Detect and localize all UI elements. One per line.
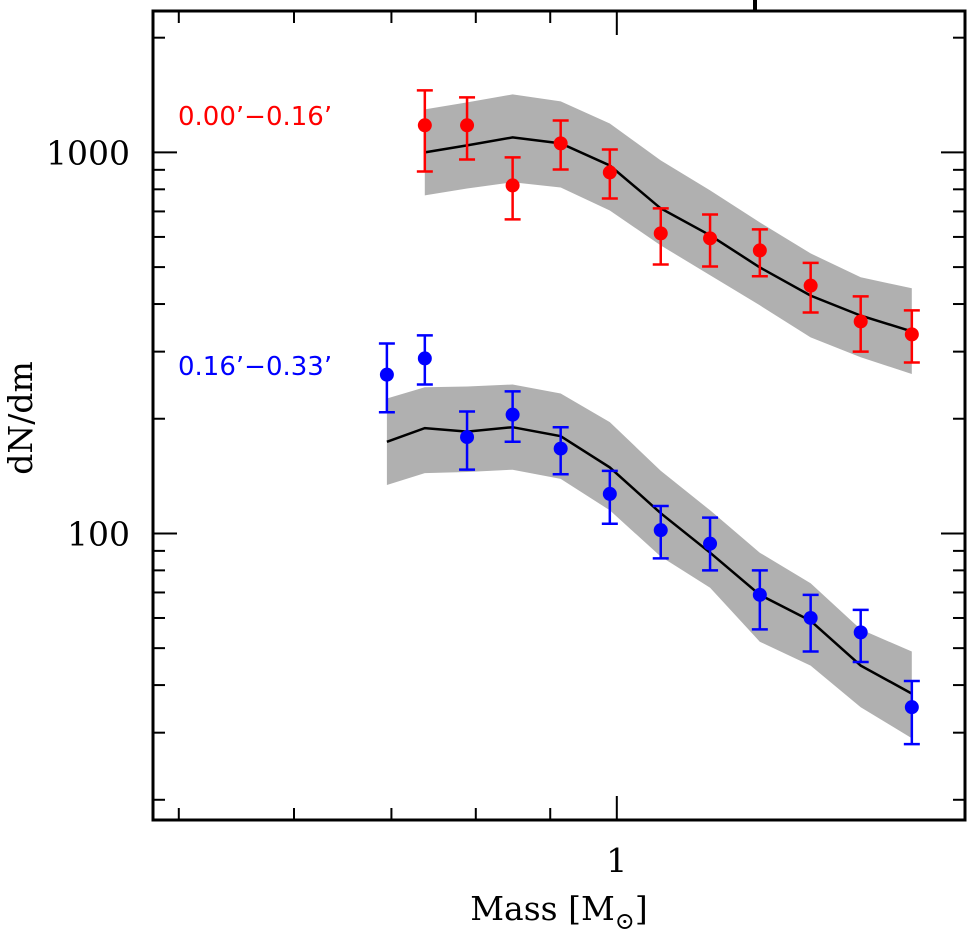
data-point [903,679,920,746]
data-marker [752,243,767,258]
data-marker [379,367,394,382]
model-band-series-1 [386,384,912,739]
data-point [751,228,768,278]
data-marker [904,700,919,715]
y-tick-label: 100 [67,514,130,553]
x-tick-label: 1 [606,841,627,880]
axis-ticks [153,11,965,820]
data-marker [703,536,718,551]
data-marker [553,136,568,151]
data-marker [602,165,617,180]
data-point [416,89,433,173]
data-point [702,213,719,268]
series-label-outer: 0.16’−0.33’ [178,352,332,382]
data-marker [853,625,868,640]
data-point [504,390,521,444]
data-marker [417,118,432,133]
data-marker [703,231,718,246]
data-marker [553,441,568,456]
model-line-series-1 [386,425,913,695]
data-point [504,156,521,221]
x-axis-label: Mass [M⊙] [470,889,647,935]
data-point [802,593,819,653]
data-point [601,469,618,526]
data-point [459,96,476,161]
data-marker [505,407,520,422]
data-point [802,261,819,314]
data-marker [853,314,868,329]
data-marker [460,118,475,133]
x-axis-label-text: Mass [M [470,889,615,928]
data-point [552,425,569,476]
y-axis-label: dN/dm [1,361,40,475]
x-axis-label-close: ] [635,889,648,928]
tick-labels: 1 100 1000 [46,133,627,880]
data-point [852,608,869,664]
y-tick-label: 1000 [46,133,130,172]
data-marker [904,327,919,342]
data-marker [803,278,818,293]
x-axis-label-subscript: ⊙ [615,907,635,935]
data-points [378,89,920,746]
data-point [702,516,719,572]
data-marker [602,486,617,501]
plot-frame [151,0,967,822]
data-point [903,309,920,364]
plot-border [151,9,967,822]
data-point [459,410,476,471]
data-point [552,119,569,171]
data-point [652,504,669,560]
data-marker [653,226,668,241]
cut-off-title-glyph [753,0,757,11]
model-band-series-0 [424,94,912,375]
data-marker [803,610,818,625]
data-marker [417,351,432,366]
data-point [852,295,869,353]
data-point [416,334,433,386]
data-marker [752,587,767,602]
data-point [601,148,618,200]
series-label-inner: 0.00’−0.16’ [178,102,332,132]
data-point [652,207,669,266]
model-bands [386,94,912,739]
data-marker [505,178,520,193]
data-marker [653,523,668,538]
data-point [751,569,768,631]
data-marker [460,430,475,445]
data-point [378,342,395,414]
